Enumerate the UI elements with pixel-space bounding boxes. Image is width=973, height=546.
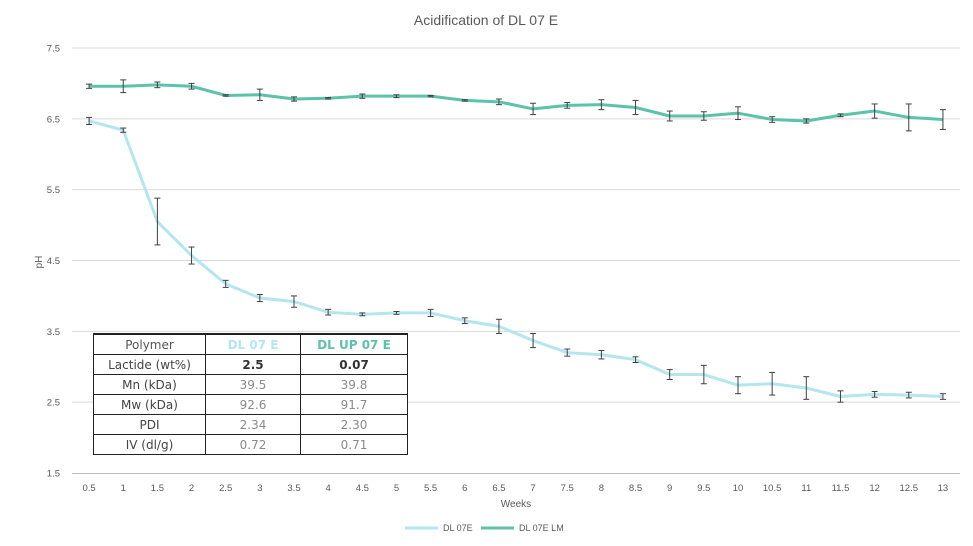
y-tick-labels: 1.5 2.5 3.5 4.5 5.5 6.5 7.5 [47,44,60,480]
table-row: Mn (kDa) 39.5 39.8 [93,374,408,395]
table-header-dl07e: DL 07 E [205,333,301,355]
table-row: IV (dl/g) 0.72 0.71 [93,434,408,455]
x-tick-label: 9.5 [697,483,710,494]
cell-value: 92.6 [205,394,301,415]
cell-value: 2.30 [300,414,408,435]
table-row: Mw (kDa) 92.6 91.7 [93,394,408,415]
series-line-1 [88,119,943,398]
x-tick-label: 1.5 [151,483,164,494]
legend-label-dl07e-lm: DL 07E LM [519,523,564,533]
polymer-properties-table: Polymer DL 07 E DL UP 07 E Lactide (wt%)… [93,333,408,455]
x-tick-label: 4.5 [356,483,369,494]
x-tick-label: 13 [938,483,949,494]
cell-value: 2.34 [205,414,301,435]
table-row: Lactide (wt%) 2.5 0.07 [93,354,408,375]
x-tick-label: 3.5 [287,483,300,494]
x-tick-label: 3 [257,483,262,494]
y-tick-label: 2.5 [47,398,60,409]
y-tick-label: 4.5 [47,256,60,267]
x-tick-label: 2.5 [219,483,232,494]
x-tick-labels: 0.5 1 1.5 2 2.5 3 3.5 4 4.5 5 5.5 6 6.5 7 7.5 8 8.5 9 9.5 1… [82,483,948,494]
x-tick-label: 10.5 [763,483,782,494]
cell-value: 2.5 [205,354,301,375]
cell-value: 0.07 [300,354,408,375]
cell-value: 39.8 [300,374,408,395]
table-header-row: Polymer DL 07 E DL UP 07 E [93,333,408,355]
x-tick-label: 5 [394,483,399,494]
x-tick-label: 12 [869,483,880,494]
x-tick-label: 6 [462,483,467,494]
x-tick-label: 9 [667,483,672,494]
series-line-2 [89,83,944,123]
x-tick-label: 11.5 [832,483,850,494]
cell-value: 0.72 [205,434,301,455]
y-tick-label: 5.5 [47,185,60,196]
x-axis-label: Weeks [501,499,531,510]
x-tick-label: 5.5 [424,483,437,494]
row-label: Lactide (wt%) [93,354,206,375]
gridlines [72,47,960,403]
row-label: Mn (kDa) [93,374,206,395]
chart-title: Acidification of DL 07 E [414,12,558,28]
row-label: IV (dl/g) [93,434,206,455]
table-header-dlup07e: DL UP 07 E [300,333,408,355]
x-tick-label: 11 [801,483,811,494]
cell-value: 0.71 [300,434,408,455]
y-tick-label: 7.5 [47,44,60,55]
y-axis-label: pH [34,256,45,269]
x-tick-label: 7.5 [561,483,574,494]
y-tick-label: 6.5 [47,114,60,125]
x-tick-label: 8.5 [629,483,642,494]
table-row: PDI 2.34 2.30 [93,414,408,435]
x-tick-label: 4 [326,483,331,494]
cell-value: 91.7 [300,394,408,415]
table-header-polymer: Polymer [93,333,206,355]
x-tick-label: 0.5 [82,483,95,494]
legend-label-dl07e: DL 07E [443,523,473,533]
x-tick-label: 10 [733,483,744,494]
y-tick-label: 3.5 [47,327,60,338]
x-tick-label: 1 [121,483,126,494]
x-tick-label: 7 [530,483,535,494]
legend: DL 07E DL 07E LM [405,523,564,533]
x-tick-label: 6.5 [492,483,505,494]
x-tick-label: 2 [189,483,194,494]
x-tick-label: 12.5 [900,483,919,494]
row-label: PDI [93,414,206,435]
series-group [86,79,946,403]
row-label: Mw (kDa) [93,394,206,415]
y-tick-label: 1.5 [47,469,60,480]
cell-value: 39.5 [205,374,301,395]
x-tick-label: 8 [599,483,604,494]
